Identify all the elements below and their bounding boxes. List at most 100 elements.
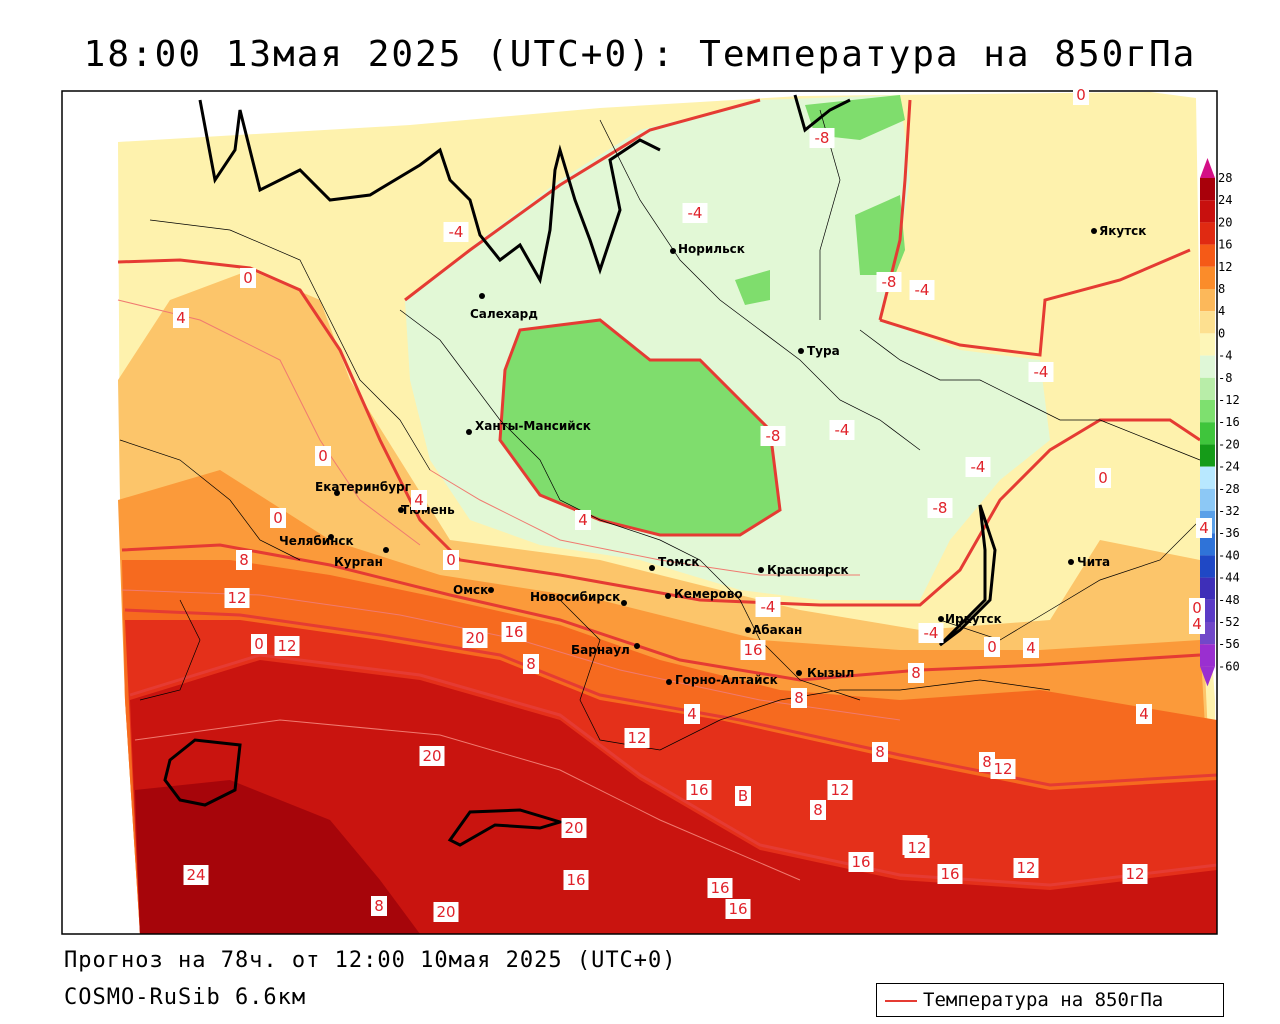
isotherm-label: 12 — [627, 729, 646, 747]
colorbar-tick-label: 12 — [1218, 260, 1232, 274]
city-label: Томск — [658, 555, 700, 569]
legend-label: Температура на 850гПа — [923, 989, 1164, 1011]
isotherm-label: 0 — [987, 638, 997, 656]
isotherm-label-bg — [965, 457, 991, 477]
city-marker — [666, 679, 672, 685]
isotherm-label-bg — [315, 446, 331, 466]
colorbar-segment — [1200, 289, 1215, 312]
isotherm-label: 20 — [564, 819, 583, 837]
isotherm-label: 8 — [239, 551, 249, 569]
isotherm-label: 8 — [374, 897, 384, 915]
city-marker — [758, 567, 764, 573]
colorbar-tick-label: -8 — [1218, 371, 1232, 385]
city-label: Ханты-Мансийск — [475, 419, 591, 433]
isotherm-label: -4 — [924, 624, 939, 642]
isotherm-label: 0 — [254, 635, 264, 653]
map-title: 18:00 13мая 2025 (UTC+0): Температура на… — [83, 34, 1197, 75]
colorbar-tick-label: 28 — [1218, 171, 1232, 185]
isotherm-label: 8 — [813, 801, 823, 819]
model-name: COSMO-RuSib 6.6км — [64, 985, 307, 1010]
isotherm-label-bg — [827, 780, 853, 800]
isotherm-label: 16 — [566, 871, 585, 889]
colorbar-segment — [1200, 377, 1215, 400]
isotherm-label-bg — [791, 688, 807, 708]
isotherm-label-bg — [1122, 864, 1148, 884]
legend-line-swatch — [885, 1000, 917, 1002]
isotherm-label: 16 — [743, 641, 762, 659]
city-marker — [1091, 228, 1097, 234]
city-label: Барнаул — [571, 643, 630, 657]
colorbar-tick-label: 0 — [1218, 326, 1225, 340]
isotherm-label: 12 — [1016, 859, 1035, 877]
city-label: Якутск — [1099, 224, 1146, 238]
isotherm-label: 8 — [911, 664, 921, 682]
city-marker — [649, 565, 655, 571]
isotherm-label: 8 — [794, 689, 804, 707]
colorbar-segment — [1200, 555, 1215, 578]
isotherm-label: 20 — [465, 629, 484, 647]
colorbar-segment — [1200, 488, 1215, 511]
colorbar-segment — [1200, 422, 1215, 445]
isotherm-label-bg — [686, 780, 712, 800]
colorbar-top-arrow — [1200, 158, 1215, 178]
city-label: Екатеринбург — [315, 480, 411, 494]
colorbar-tick-label: -40 — [1218, 548, 1240, 562]
isotherm-label: 16 — [504, 623, 523, 641]
isotherm-label-bg — [433, 902, 459, 922]
isotherm-label: 0 — [273, 509, 283, 527]
temperature-field — [118, 92, 1217, 934]
isotherm-lines — [117, 98, 1218, 887]
isotherm-label: 16 — [940, 865, 959, 883]
isotherm-label: -4 — [835, 421, 850, 439]
isotherm-label: 12 — [993, 760, 1012, 778]
isotherm-label: 0 — [446, 551, 456, 569]
isotherm-label-bg — [270, 508, 286, 528]
legend-box: Температура на 850гПа — [876, 983, 1224, 1017]
isotherm-label: 4 — [176, 309, 186, 327]
isotherm-label-bg — [224, 588, 250, 608]
isotherm-label-bg — [1189, 598, 1205, 618]
city-marker — [383, 547, 389, 553]
isotherm-label-bg — [1028, 362, 1054, 382]
colorbar-tick-label: 24 — [1218, 193, 1232, 207]
colorbar-segment — [1200, 266, 1215, 289]
coastlines — [163, 94, 997, 847]
isotherm-label: -8 — [766, 427, 781, 445]
city-label: Тура — [807, 344, 840, 358]
colorbar-segment — [1200, 533, 1215, 556]
isotherm-label-bg — [918, 623, 944, 643]
isotherm-label-bg — [1023, 638, 1039, 658]
colorbar-tick-label: 8 — [1218, 282, 1225, 296]
colorbar-tick-label: -12 — [1218, 393, 1240, 407]
colorbar-tick-label: -28 — [1218, 482, 1240, 496]
isotherm-label-bg — [419, 746, 445, 766]
isotherm-label: 4 — [1139, 705, 1149, 723]
isotherm-label-bg — [937, 864, 963, 884]
city-label: Абакан — [752, 623, 802, 637]
isotherm-label-bg — [1095, 468, 1111, 488]
city-marker — [334, 490, 340, 496]
isotherm-label-bg — [755, 597, 781, 617]
isotherm-label-bg — [173, 308, 189, 328]
isotherm-label: -4 — [915, 281, 930, 299]
isotherm-label: 0 — [1076, 86, 1086, 104]
colorbar-segment — [1200, 444, 1215, 467]
colorbar-bottom-arrow — [1200, 666, 1215, 687]
isotherm-label-bg — [1073, 85, 1089, 105]
isotherm-label-bg — [561, 818, 587, 838]
colorbar-tick-label: -48 — [1218, 593, 1240, 607]
city-label: Горно-Алтайск — [675, 673, 778, 687]
cities-layer: Норильск Якутск Салехард Тура Ханты-Мансийск… — [279, 224, 1146, 687]
isotherm-label-bg — [624, 728, 650, 748]
colorbar-segment — [1200, 178, 1215, 201]
city-label: Красноярск — [767, 563, 849, 577]
isotherm-label-bg — [236, 550, 252, 570]
city-marker — [745, 627, 751, 633]
colorbar-segment — [1200, 577, 1215, 600]
isotherm-label: 12 — [277, 637, 296, 655]
isotherm-label: 16 — [851, 853, 870, 871]
isotherm-label: B — [738, 787, 748, 805]
isotherm-label-bg — [707, 878, 733, 898]
city-marker — [398, 507, 404, 513]
